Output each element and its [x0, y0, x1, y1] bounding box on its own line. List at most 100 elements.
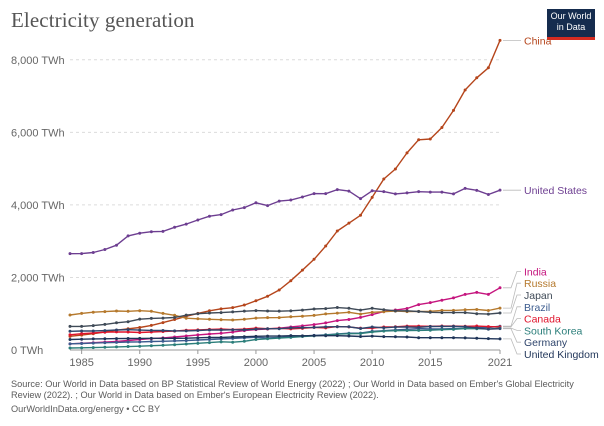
data-point-united-kingdom — [289, 334, 293, 338]
data-point-united-states — [440, 190, 444, 194]
data-point-japan — [405, 309, 409, 313]
series-label-japan: Japan — [524, 290, 553, 302]
data-point-brazil — [161, 339, 165, 343]
data-point-south-korea — [405, 329, 409, 333]
data-point-united-states — [103, 248, 107, 252]
data-point-united-states — [452, 192, 456, 196]
data-point-south-korea — [68, 346, 72, 350]
data-point-brazil — [126, 340, 130, 344]
data-point-russia — [80, 311, 84, 315]
data-point-germany — [428, 324, 432, 328]
data-point-china — [475, 76, 479, 80]
data-point-germany — [68, 329, 72, 333]
data-point-canada — [68, 333, 72, 337]
data-point-germany — [277, 327, 281, 331]
data-point-japan — [289, 309, 293, 313]
data-point-south-korea — [80, 346, 84, 350]
logo-line-2: in Data — [556, 21, 586, 32]
data-point-china — [428, 137, 432, 141]
data-point-china — [312, 257, 316, 261]
y-tick-label: 4,000 TWh — [11, 200, 65, 212]
data-point-united-kingdom — [486, 337, 490, 341]
data-point-united-kingdom — [300, 334, 304, 338]
data-point-japan — [370, 306, 374, 310]
data-point-india — [347, 317, 351, 321]
data-point-germany — [207, 328, 211, 332]
data-point-brazil — [114, 340, 118, 344]
data-point-germany — [219, 328, 223, 332]
data-point-japan — [312, 307, 316, 311]
data-point-united-kingdom — [266, 334, 270, 338]
data-point-brazil — [68, 342, 72, 346]
data-point-south-korea — [242, 339, 246, 343]
data-point-japan — [161, 316, 165, 320]
data-point-china — [300, 268, 304, 272]
source-note[interactable]: Source: Our World in Data based on BP St… — [11, 379, 574, 401]
data-point-united-states — [486, 193, 490, 197]
data-point-russia — [138, 309, 142, 313]
data-point-united-states — [207, 214, 211, 218]
data-point-india — [405, 307, 409, 311]
series-line-japan — [70, 306, 501, 328]
data-point-united-states — [149, 230, 153, 234]
data-point-japan — [498, 311, 502, 315]
series-line-china — [69, 40, 501, 337]
data-point-germany — [300, 326, 304, 330]
data-point-united-kingdom — [207, 335, 211, 339]
data-point-russia — [452, 308, 456, 312]
data-point-india — [370, 313, 374, 317]
data-point-united-states — [68, 252, 72, 256]
data-point-japan — [300, 308, 304, 312]
data-point-germany — [335, 325, 339, 329]
data-point-united-kingdom — [138, 336, 142, 340]
data-point-united-kingdom — [91, 337, 95, 341]
series-line-south-korea — [69, 327, 501, 349]
data-point-china — [219, 307, 223, 311]
data-point-united-kingdom — [417, 336, 421, 340]
data-point-china — [486, 66, 490, 70]
series-label-india: India — [524, 266, 547, 278]
data-point-brazil — [173, 339, 177, 343]
footer-link[interactable]: OurWorldInData.org/energy • CC BY — [11, 404, 161, 414]
data-point-japan — [382, 308, 386, 312]
data-point-germany — [173, 329, 177, 333]
data-point-united-states — [219, 213, 223, 217]
series-label-canada: Canada — [524, 314, 561, 326]
data-point-united-kingdom — [370, 334, 374, 338]
data-point-south-korea — [103, 345, 107, 349]
data-point-germany — [126, 328, 130, 332]
data-point-germany — [440, 324, 444, 328]
leader-line-brazil — [503, 306, 521, 327]
data-point-germany — [138, 328, 142, 332]
data-point-japan — [80, 324, 84, 328]
data-point-china — [207, 309, 211, 313]
data-point-japan — [91, 324, 95, 328]
data-point-canada — [80, 332, 84, 336]
x-tick-label: 2005 — [302, 357, 326, 369]
data-point-united-kingdom — [498, 337, 502, 341]
data-point-united-kingdom — [405, 335, 409, 339]
owid-logo[interactable]: Our World in Data — [547, 9, 595, 40]
data-point-germany — [254, 327, 258, 331]
line-chart: 0 TWh 2,000 TWh 4,000 TWh 6,000 TWh 8,000 TW… — [11, 35, 599, 369]
data-point-india — [475, 290, 479, 294]
leader-line-canada — [503, 318, 521, 328]
data-point-united-states — [266, 204, 270, 208]
data-point-united-kingdom — [219, 335, 223, 339]
data-point-germany — [103, 329, 107, 333]
data-point-russia — [173, 313, 177, 317]
data-point-south-korea — [347, 332, 351, 336]
x-tick-label: 2021 — [488, 357, 512, 369]
data-point-russia — [161, 311, 165, 315]
data-point-united-states — [114, 243, 118, 247]
data-point-japan — [440, 311, 444, 315]
data-point-russia — [184, 316, 188, 320]
data-point-south-korea — [173, 343, 177, 347]
data-point-russia — [266, 316, 270, 320]
data-point-united-kingdom — [277, 334, 281, 338]
data-point-russia — [486, 308, 490, 312]
data-point-united-states — [463, 186, 467, 190]
data-point-germany — [80, 329, 84, 333]
data-point-china — [452, 108, 456, 112]
data-point-united-states — [382, 190, 386, 194]
